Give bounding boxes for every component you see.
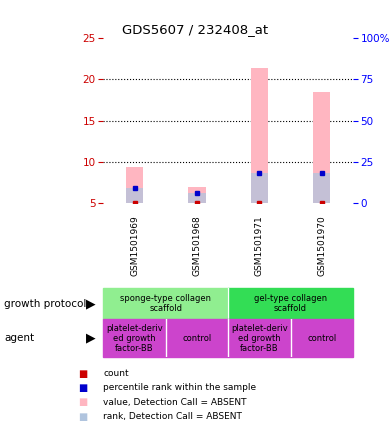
Text: ■: ■ (78, 383, 87, 393)
Bar (251, 68, 268, 203)
Bar (228, 288, 353, 319)
Bar (188, 187, 206, 203)
Text: sponge-type collagen
scaffold: sponge-type collagen scaffold (120, 294, 211, 313)
Text: ▶: ▶ (86, 297, 96, 310)
Text: control: control (307, 334, 336, 343)
Text: count: count (103, 369, 129, 378)
Text: ■: ■ (78, 412, 87, 422)
Text: gel-type collagen
scaffold: gel-type collagen scaffold (254, 294, 327, 313)
Text: ▶: ▶ (86, 332, 96, 345)
Text: GDS5607 / 232408_at: GDS5607 / 232408_at (122, 23, 268, 36)
Text: ■: ■ (78, 397, 87, 407)
Bar (313, 173, 330, 203)
Text: GSM1501971: GSM1501971 (255, 215, 264, 276)
Text: platelet-deriv
ed growth
factor-BB: platelet-deriv ed growth factor-BB (231, 324, 288, 353)
Text: percentile rank within the sample: percentile rank within the sample (103, 383, 257, 393)
Text: growth protocol: growth protocol (4, 299, 86, 308)
Text: GSM1501968: GSM1501968 (192, 215, 202, 276)
Text: rank, Detection Call = ABSENT: rank, Detection Call = ABSENT (103, 412, 242, 421)
Text: value, Detection Call = ABSENT: value, Detection Call = ABSENT (103, 398, 247, 407)
Text: ■: ■ (78, 368, 87, 379)
Text: platelet-deriv
ed growth
factor-BB: platelet-deriv ed growth factor-BB (106, 324, 163, 353)
Text: agent: agent (4, 333, 34, 343)
Text: control: control (182, 334, 211, 343)
Bar (313, 92, 330, 203)
Bar (251, 173, 268, 203)
Bar (103, 288, 228, 319)
Bar (126, 188, 143, 203)
Text: GSM1501969: GSM1501969 (130, 215, 139, 276)
Text: GSM1501970: GSM1501970 (317, 215, 326, 276)
Bar (126, 167, 143, 203)
Bar (188, 193, 206, 203)
